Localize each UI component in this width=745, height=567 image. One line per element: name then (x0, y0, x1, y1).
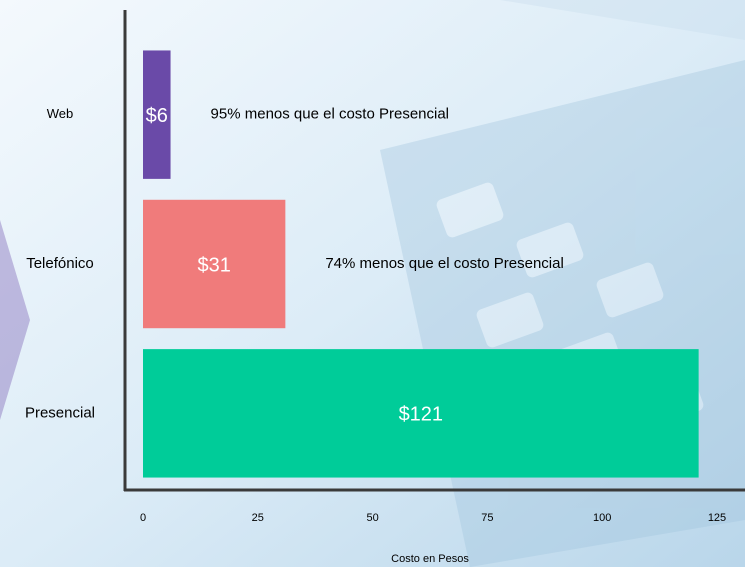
bar-value-label: $31 (197, 254, 230, 276)
page: {"chart_data": {"type": "bar", "orientat… (0, 0, 745, 567)
x-tick-label: 50 (366, 512, 378, 524)
x-tick-label: 0 (140, 512, 146, 524)
annotation: 95% menos que el costo Presencial (211, 106, 449, 123)
x-tick-label: 25 (252, 512, 264, 524)
y-tick-label: Web (47, 106, 74, 121)
x-axis-title: Costo en Pesos (391, 553, 469, 565)
y-tick-label: Presencial (25, 404, 95, 421)
bar-value-label: $121 (399, 404, 444, 426)
chart: Costo en Pesos 0 25 50 75 100 125 Web $6 95% men… (0, 0, 745, 567)
x-tick-label: 125 (708, 512, 726, 524)
annotation: 74% menos que el costo Presencial (325, 255, 563, 272)
bar-value-label: $6 (146, 105, 168, 127)
x-tick-label: 100 (593, 512, 611, 524)
y-tick-label: Telefónico (26, 255, 94, 272)
x-tick-label: 75 (481, 512, 493, 524)
